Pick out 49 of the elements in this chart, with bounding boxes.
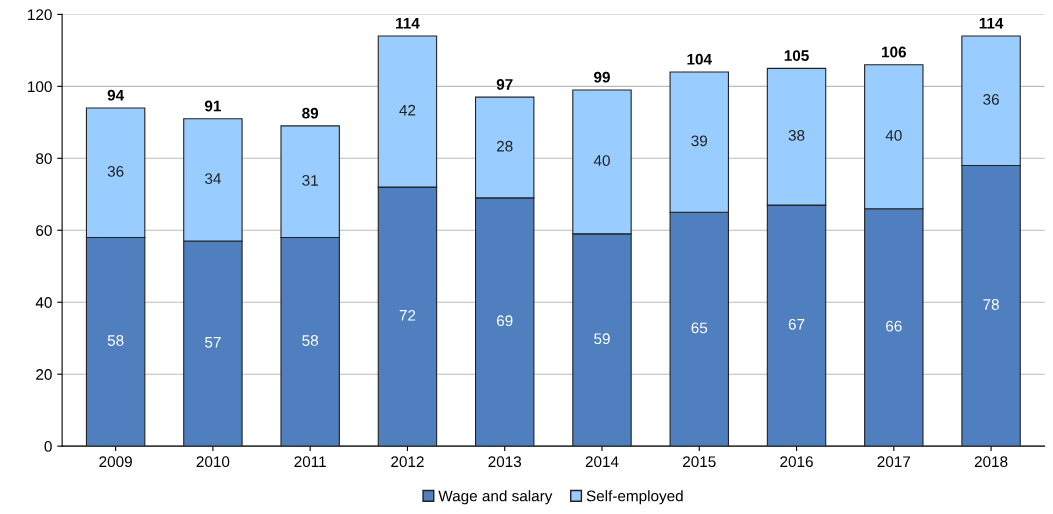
data-label: 31 [302, 174, 318, 186]
x-tick-label: 2009 [99, 456, 132, 468]
legend-label: Self-employed [586, 490, 683, 505]
data-label: 34 [204, 173, 221, 184]
y-tick-label: 80 [36, 153, 52, 164]
data-label: 67 [788, 318, 805, 330]
total-label: 89 [302, 107, 319, 119]
x-tick-label: 2014 [585, 456, 619, 468]
data-label: 36 [107, 165, 124, 177]
data-label: 38 [788, 130, 805, 141]
data-label: 57 [205, 337, 221, 348]
total-label: 106 [882, 46, 906, 58]
x-tick-label: 2013 [488, 456, 522, 468]
data-label: 28 [496, 140, 513, 152]
data-label: 66 [886, 320, 902, 332]
data-label: 58 [107, 335, 124, 346]
total-label: 114 [979, 17, 1004, 29]
total-label: 114 [396, 17, 420, 29]
total-label: 97 [496, 78, 513, 90]
y-tick-label: 100 [28, 81, 52, 93]
legend-label: Wage and salary [438, 490, 553, 505]
y-tick-label: 40 [35, 297, 52, 308]
data-label: 39 [691, 135, 708, 147]
x-tick-label: 2017 [877, 456, 911, 468]
data-label: 72 [399, 309, 416, 321]
data-label: 58 [302, 335, 318, 346]
data-label: 65 [691, 322, 708, 334]
x-tick-label: 2010 [196, 456, 230, 468]
y-tick-label: 120 [28, 9, 52, 21]
total-label: 94 [107, 89, 125, 101]
x-tick-label: 2011 [294, 456, 326, 468]
x-tick-label: 2015 [683, 456, 716, 468]
total-label: 105 [784, 50, 809, 62]
data-label: 59 [594, 333, 610, 345]
total-label: 91 [204, 100, 221, 112]
data-label: 40 [593, 155, 610, 167]
x-tick-label: 2016 [780, 456, 813, 468]
x-tick-label: 2012 [391, 456, 424, 468]
data-label: 69 [497, 315, 513, 327]
data-label: 78 [983, 299, 999, 310]
data-label: 40 [885, 130, 902, 141]
total-label: 104 [687, 53, 712, 65]
total-label: 99 [594, 71, 610, 83]
x-tick-label: 2018 [974, 456, 1008, 468]
data-label: 36 [983, 94, 999, 105]
y-tick-label: 60 [36, 225, 52, 236]
y-tick-label: 0 [44, 441, 52, 452]
y-tick-label: 20 [36, 369, 52, 380]
data-label: 42 [399, 104, 416, 116]
